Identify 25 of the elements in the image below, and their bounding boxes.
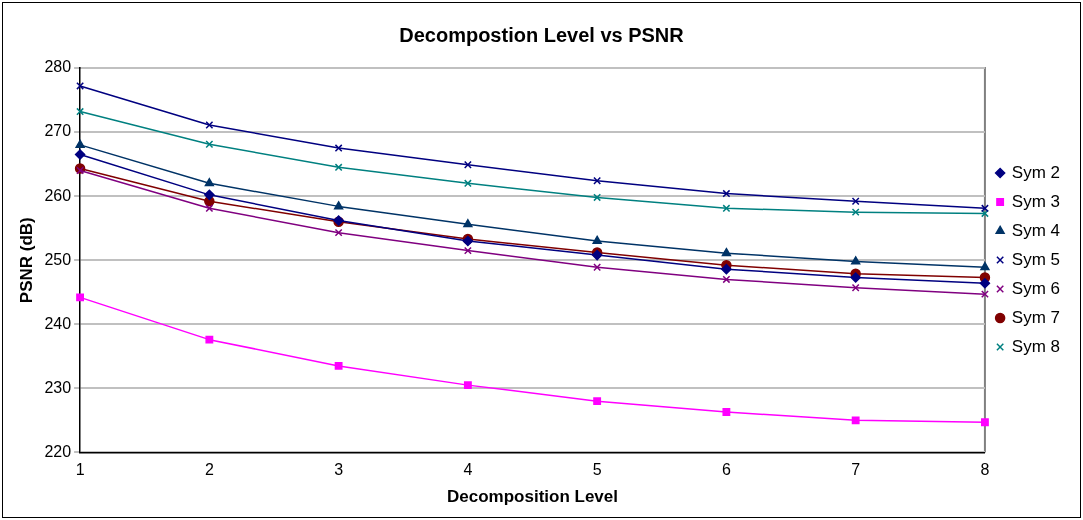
y-tick-label: 240 bbox=[44, 314, 72, 332]
y-tick-label: 250 bbox=[44, 250, 72, 268]
x-tick-label: 7 bbox=[851, 461, 861, 479]
y-tick-label: 280 bbox=[44, 58, 72, 76]
y-tick-label: 220 bbox=[44, 442, 72, 460]
legend-label: Sym 7 bbox=[1011, 307, 1061, 327]
y-tick-label: 260 bbox=[44, 186, 72, 204]
y-tick-label: 230 bbox=[44, 378, 72, 396]
x-tick-label: 8 bbox=[980, 461, 990, 479]
y-tick-label: 270 bbox=[44, 122, 72, 140]
x-tick-label: 4 bbox=[463, 461, 473, 479]
legend-label: Sym 4 bbox=[1011, 220, 1061, 240]
legend-label: Sym 8 bbox=[1011, 336, 1061, 356]
legend-label: Sym 5 bbox=[1011, 249, 1061, 269]
legend-label: Sym 2 bbox=[1011, 162, 1061, 182]
x-axis-title: Decomposition Level bbox=[447, 487, 618, 507]
x-tick-label: 1 bbox=[75, 461, 85, 479]
x-tick-label: 6 bbox=[721, 461, 731, 479]
x-tick-label: 2 bbox=[204, 461, 214, 479]
legend-label: Sym 6 bbox=[1011, 278, 1061, 298]
x-tick-label: 3 bbox=[334, 461, 344, 479]
chart-title: Decompostion Level vs PSNR bbox=[399, 23, 685, 46]
y-axis-title: PSNR (dB) bbox=[16, 217, 36, 304]
legend-label: Sym 3 bbox=[1011, 191, 1061, 211]
x-tick-label: 5 bbox=[592, 461, 602, 479]
